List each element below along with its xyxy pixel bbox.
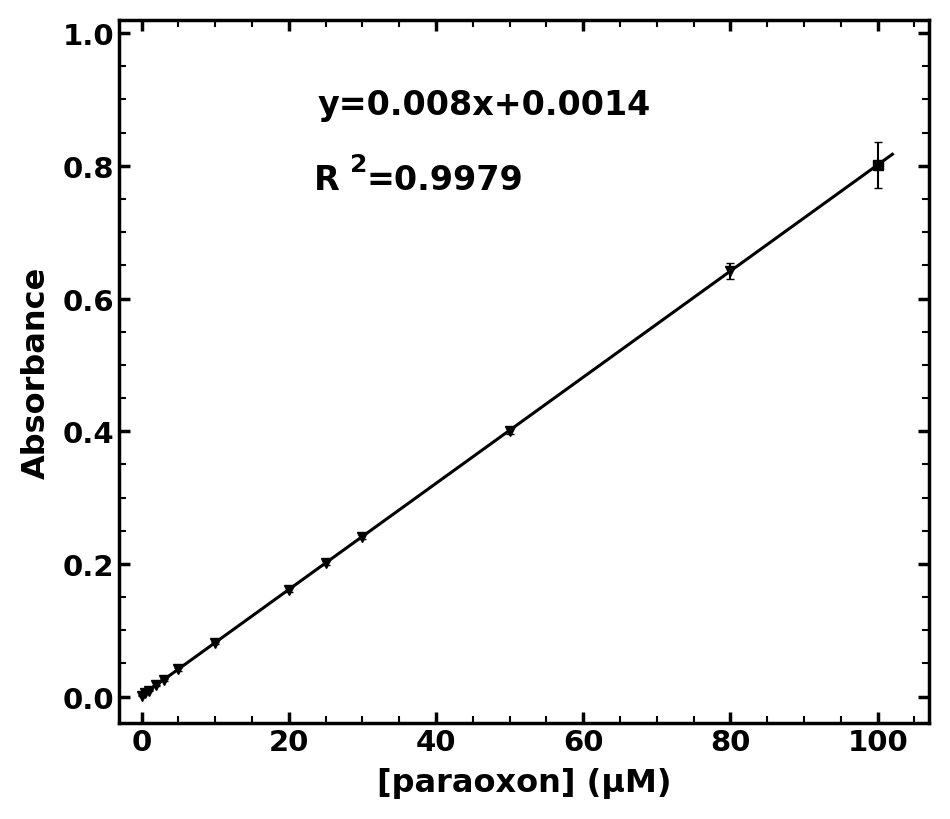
Y-axis label: Absorbance: Absorbance	[21, 266, 52, 478]
Text: y=0.008x+0.0014: y=0.008x+0.0014	[317, 88, 651, 121]
X-axis label: [paraoxon] (μM): [paraoxon] (μM)	[377, 767, 672, 799]
Text: =0.9979: =0.9979	[367, 164, 523, 197]
Text: R: R	[314, 164, 339, 197]
Text: 2: 2	[351, 153, 368, 177]
